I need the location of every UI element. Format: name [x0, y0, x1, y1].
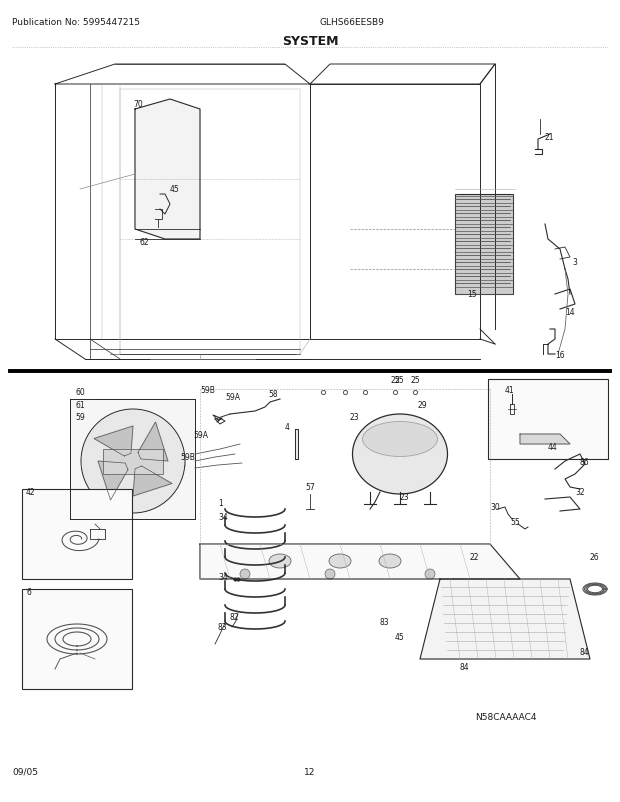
Polygon shape [295, 429, 298, 460]
Text: 29: 29 [418, 400, 428, 410]
Text: 55: 55 [510, 517, 520, 526]
Text: 61: 61 [75, 400, 84, 410]
Bar [103, 449, 163, 475]
Polygon shape [138, 423, 168, 461]
Text: 59B: 59B [200, 386, 215, 395]
Text: 83: 83 [380, 618, 389, 626]
Text: 30: 30 [490, 502, 500, 512]
Text: 41: 41 [505, 386, 515, 395]
Text: 6: 6 [26, 587, 31, 596]
Text: SYSTEM: SYSTEM [281, 35, 339, 48]
Text: 25: 25 [391, 375, 401, 384]
Text: 21: 21 [545, 133, 554, 142]
Text: 59B: 59B [180, 452, 195, 461]
Circle shape [240, 569, 250, 579]
Bar [488, 379, 608, 460]
Text: 70: 70 [133, 100, 143, 109]
Ellipse shape [379, 554, 401, 569]
Ellipse shape [269, 554, 291, 569]
Text: 3: 3 [572, 257, 577, 267]
Text: 45: 45 [170, 184, 180, 194]
Ellipse shape [353, 415, 448, 494]
Text: 4: 4 [285, 423, 290, 431]
Text: 44: 44 [548, 443, 558, 452]
Polygon shape [420, 579, 590, 659]
Text: 59A: 59A [193, 431, 208, 439]
Ellipse shape [329, 554, 351, 569]
Text: 58: 58 [268, 390, 278, 399]
Circle shape [123, 452, 143, 472]
Text: 25: 25 [395, 375, 405, 384]
Polygon shape [133, 467, 172, 496]
Text: 34: 34 [218, 512, 228, 521]
Text: 62: 62 [140, 237, 149, 247]
Bar [22, 489, 132, 579]
Text: 22: 22 [470, 553, 479, 561]
Text: 12: 12 [304, 767, 316, 776]
Ellipse shape [363, 422, 438, 457]
Polygon shape [135, 100, 200, 240]
Text: 15: 15 [467, 290, 477, 298]
Polygon shape [200, 545, 520, 579]
Text: 25: 25 [411, 375, 420, 384]
Text: 09/05: 09/05 [12, 767, 38, 776]
Text: 32: 32 [575, 488, 585, 496]
Bar [70, 399, 195, 520]
Text: 45: 45 [395, 632, 405, 642]
Text: 26: 26 [590, 553, 600, 561]
Text: Publication No: 5995447215: Publication No: 5995447215 [12, 18, 140, 27]
Text: 60: 60 [75, 387, 85, 396]
Text: 84: 84 [460, 662, 469, 671]
Polygon shape [520, 435, 570, 444]
Text: N58CAAAAC4: N58CAAAAC4 [475, 712, 536, 721]
Text: 16: 16 [555, 350, 565, 359]
Text: 1: 1 [218, 498, 223, 508]
Circle shape [81, 410, 185, 513]
Text: 82: 82 [230, 612, 239, 622]
Text: 59: 59 [75, 412, 85, 422]
Text: 83: 83 [218, 622, 228, 631]
Circle shape [325, 569, 335, 579]
Text: 42: 42 [26, 488, 35, 496]
Text: 23: 23 [350, 412, 360, 422]
Text: 14: 14 [565, 308, 575, 317]
Text: 57: 57 [305, 482, 315, 492]
Circle shape [129, 457, 137, 465]
Text: 84: 84 [580, 647, 590, 656]
Text: 34: 34 [218, 573, 228, 581]
Bar [455, 195, 513, 294]
Text: 59A: 59A [225, 392, 240, 402]
Circle shape [425, 569, 435, 579]
Text: GLHS66EESB9: GLHS66EESB9 [320, 18, 385, 27]
Polygon shape [98, 461, 128, 500]
Text: 86: 86 [580, 457, 590, 467]
Polygon shape [94, 427, 133, 456]
Bar [22, 589, 132, 689]
Text: 23: 23 [400, 492, 410, 501]
